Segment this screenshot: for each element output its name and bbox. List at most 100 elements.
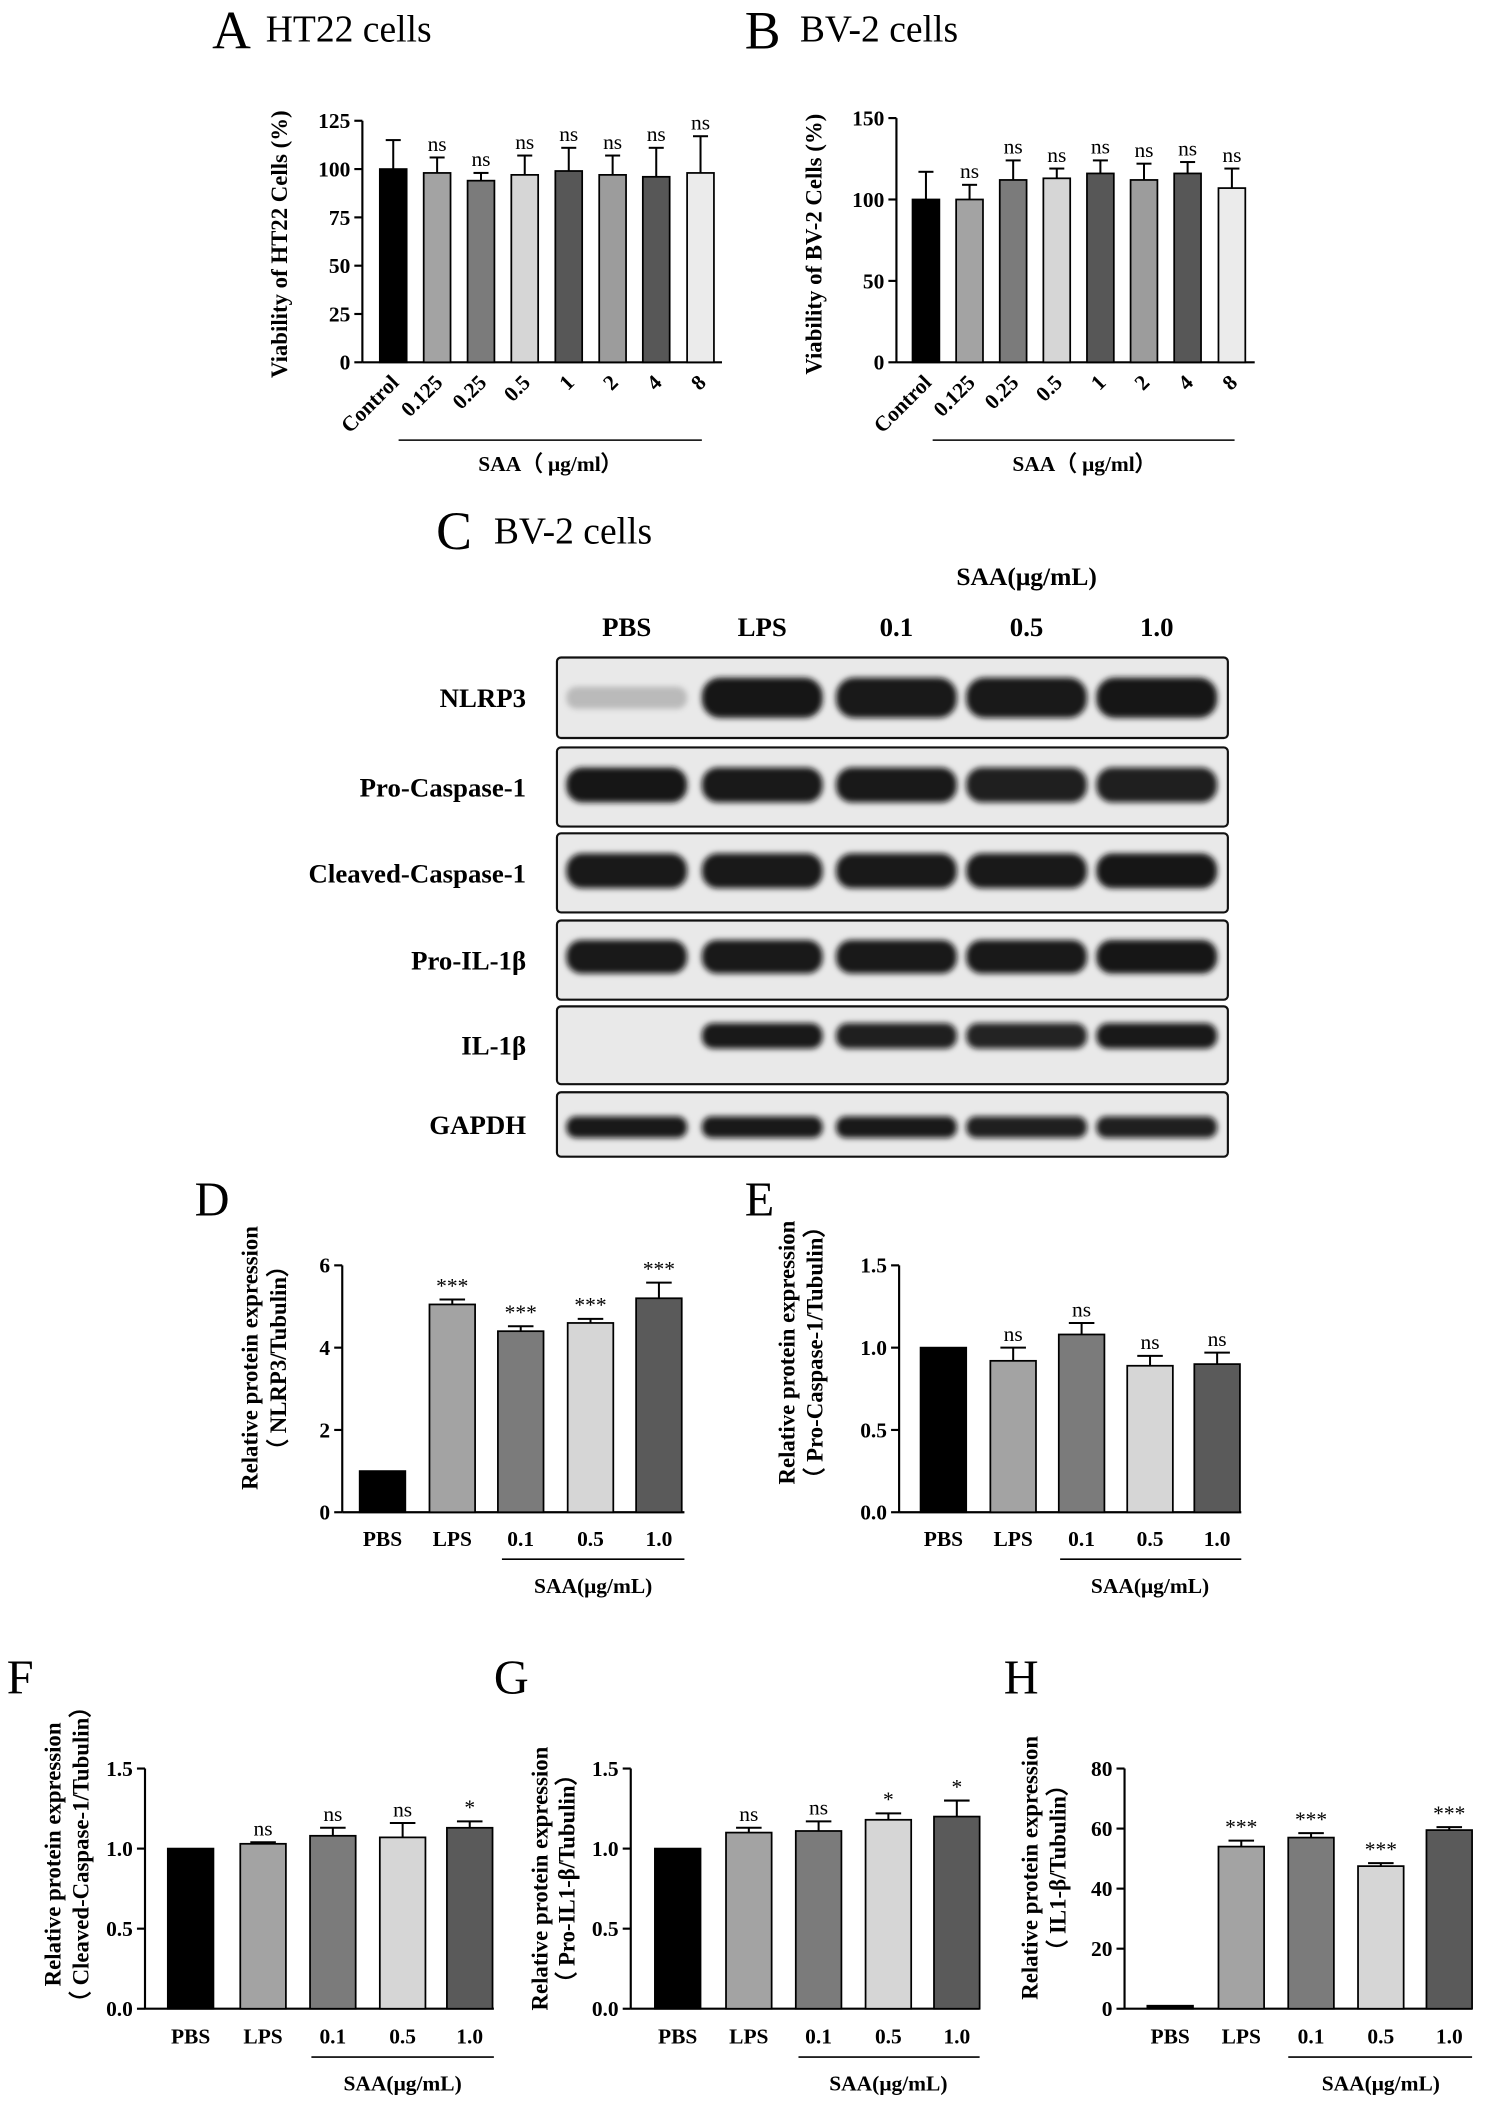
significance-label: ***	[1433, 1801, 1465, 1825]
significance-label: ns	[1047, 143, 1066, 167]
bar-8	[686, 172, 715, 364]
y-axis-label: Relative protein expression	[774, 1220, 799, 1484]
group-label: SAA(μg/mL)	[1091, 1574, 1209, 1598]
protein-band	[1096, 853, 1218, 889]
bar-6	[1129, 179, 1159, 364]
group-label: SAA(μg/mL)	[534, 1574, 652, 1598]
bar-1	[654, 1847, 702, 2010]
x-tick-label: LPS	[729, 2025, 768, 2049]
bar-2	[422, 172, 452, 364]
x-tick-label: 1	[1086, 370, 1111, 395]
panel-e: E 0.0 0.5 1.0 1.5 Relative protein expression…	[745, 1174, 1242, 1598]
x-tick-label: 2	[1130, 370, 1155, 395]
y-tick-label: 0.5	[860, 1418, 887, 1442]
significance-label: ***	[1295, 1807, 1327, 1831]
significance-label: ***	[643, 1257, 675, 1281]
significance-label: ***	[1225, 1815, 1257, 1839]
protein-band	[566, 1116, 688, 1138]
bar-4	[378, 1836, 427, 2010]
protein-band	[836, 853, 957, 889]
y-tick-label: 40	[1091, 1877, 1112, 1901]
y-tick-label: 80	[1091, 1757, 1112, 1781]
y-tick-label: 25	[329, 302, 350, 326]
x-tick-label: LPS	[433, 1527, 472, 1551]
bar-7	[641, 175, 671, 364]
x-tick-label: 0.25	[448, 370, 492, 414]
bar-5	[1086, 172, 1115, 364]
protein-band	[566, 686, 688, 709]
bar-1	[358, 1470, 407, 1514]
protein-band	[1096, 677, 1218, 718]
protein-band	[701, 1023, 823, 1049]
panel-letter: A	[212, 0, 251, 60]
bar-5	[1193, 1363, 1241, 1514]
y-axis-label: （ NLRP3/Tubulin）	[265, 1254, 291, 1462]
y-axis-label: Relative protein expression	[1017, 1736, 1042, 2000]
bar-4	[1357, 1865, 1405, 2010]
x-tick-label: 0.5	[1031, 370, 1067, 406]
protein-band	[566, 853, 688, 889]
significance-label: ns	[254, 1816, 273, 1840]
y-tick-label: 20	[1091, 1937, 1112, 1961]
protein-band	[1096, 939, 1218, 974]
panel-title: BV-2 cells	[494, 511, 652, 552]
bar-6	[598, 173, 627, 364]
panel-f: F 0.0 0.5 1.0 1.5 Relative protein expression…	[7, 1651, 494, 2096]
bar-2	[1217, 1845, 1265, 2010]
x-tick-label: 0.1	[1298, 2025, 1325, 2049]
y-tick-label: 100	[318, 157, 350, 181]
significance-label: ns	[323, 1802, 342, 1826]
protein-band	[1096, 1023, 1218, 1049]
panel-a: A HT22 cells 0 25 50 75 100 125 Viability of HT2…	[212, 0, 722, 476]
x-tick-label: Control	[336, 370, 403, 437]
y-tick-label: 1.5	[860, 1254, 887, 1278]
y-axis-label: Viability of BV-2 Cells (%)	[801, 114, 826, 375]
x-tick-label: 4	[1173, 370, 1198, 395]
significance-label: ns	[471, 147, 490, 171]
protein-band	[566, 939, 688, 974]
x-tick-label: PBS	[171, 2025, 210, 2049]
x-tick-label: 2	[598, 370, 623, 395]
protein-band	[836, 1023, 957, 1049]
blot-row-label: Pro-IL-1β	[411, 945, 526, 975]
lane-label: 0.5	[1010, 612, 1044, 642]
significance-label: ns	[647, 122, 666, 146]
lane-label: 1.0	[1140, 612, 1174, 642]
bar-4	[1042, 177, 1072, 364]
significance-label: ns	[1072, 1297, 1091, 1321]
y-tick-label: 2	[319, 1418, 330, 1442]
protein-band	[836, 939, 957, 974]
bar-5	[1425, 1829, 1473, 2010]
significance-label: ns	[960, 159, 979, 183]
bar-3	[1057, 1333, 1106, 1514]
group-label: SAA(μg/mL)	[344, 2072, 462, 2096]
x-tick-label: 0.125	[929, 370, 980, 421]
blot-row-label: GAPDH	[429, 1110, 526, 1140]
protein-band	[1096, 767, 1218, 803]
y-tick-label: 0	[1102, 1997, 1113, 2021]
lane-label: PBS	[602, 612, 651, 642]
y-tick-label: 50	[863, 269, 884, 293]
x-tick-label: 0.5	[577, 1527, 604, 1551]
x-tick-label: 8	[1218, 370, 1243, 395]
group-label: SAA（ μg/ml）	[1012, 452, 1156, 476]
bar-4	[864, 1818, 913, 2010]
panel-title: HT22 cells	[266, 10, 432, 51]
x-tick-label: 0.25	[980, 370, 1024, 414]
x-tick-label: 0.5	[1137, 1527, 1164, 1551]
significance-label: ns	[393, 1797, 412, 1821]
significance-label: ns	[559, 122, 578, 146]
y-tick-label: 0.0	[592, 1997, 619, 2021]
blot-row-nlrp3: NLRP3	[440, 656, 1229, 740]
x-tick-label: LPS	[993, 1527, 1032, 1551]
y-tick-label: 50	[329, 254, 350, 278]
blot-row-cleaved-caspase-1: Cleaved-Caspase-1	[308, 832, 1229, 914]
y-tick-label: 1.5	[106, 1757, 133, 1781]
significance-label: ***	[1365, 1837, 1397, 1861]
y-tick-label: 0.5	[592, 1917, 619, 1941]
panel-d: D 0 2 4 6 Relative protein expression （ NLRP3/…	[195, 1174, 685, 1598]
y-tick-label: 0	[874, 351, 885, 375]
bar-1	[919, 1346, 968, 1514]
protein-band	[966, 677, 1087, 718]
bar-2	[428, 1303, 476, 1514]
